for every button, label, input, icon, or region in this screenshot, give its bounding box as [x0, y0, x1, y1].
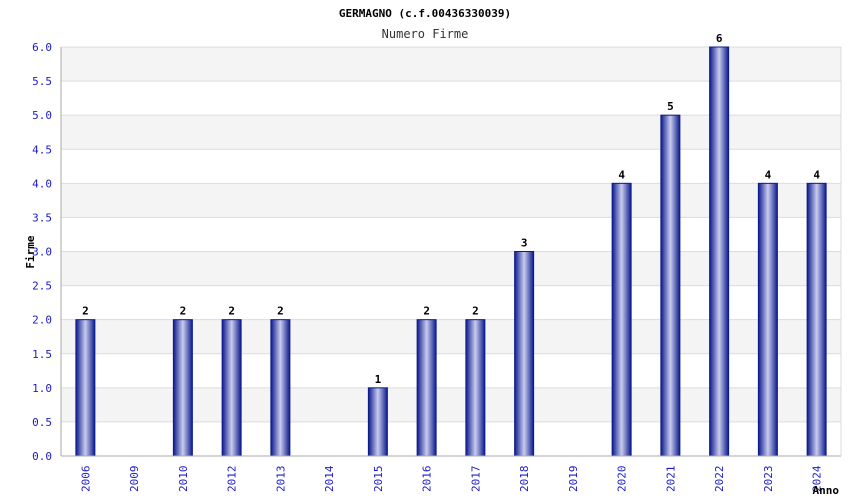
data-label: 2	[423, 305, 430, 318]
bar	[611, 182, 632, 457]
y-tick-label: 4.0	[32, 177, 52, 190]
data-label: 2	[277, 305, 284, 318]
axes	[60, 47, 842, 457]
data-label: 1	[375, 373, 382, 386]
bar	[806, 182, 827, 457]
data-labels: 2 2 2 2 1 2 2 3 4 5 6 4 4	[82, 32, 820, 386]
y-tick-label: 5.5	[32, 75, 52, 88]
y-tick-label: 0.0	[32, 450, 52, 463]
x-tick-label: 2016	[421, 466, 434, 493]
bar	[75, 319, 96, 457]
chart-title: GERMAGNO (c.f.00436330039)	[339, 7, 511, 20]
y-tick-label: 2.0	[32, 314, 52, 327]
x-tick-label: 2023	[762, 466, 775, 493]
chart-subtitle: Numero Firme	[382, 27, 469, 41]
data-label: 2	[180, 305, 187, 318]
x-tick-label: 2010	[177, 466, 190, 493]
bar	[221, 319, 242, 457]
y-tick-labels: 0.0 0.5 1.0 1.5 2.0 2.5 3.0 3.5 4.0 4.5 5.0 5.5 6.0	[32, 41, 52, 463]
y-tick-label: 3.0	[32, 246, 52, 259]
data-label: 2	[82, 305, 89, 318]
x-tick-label: 2024	[811, 465, 824, 492]
y-axis-label: Firme	[24, 235, 37, 268]
x-tick-label: 2018	[518, 466, 531, 493]
bar	[270, 319, 291, 457]
x-tick-label: 2022	[713, 466, 726, 493]
y-tick-label: 5.0	[32, 109, 52, 122]
bar	[367, 387, 388, 457]
bar	[709, 46, 730, 457]
bar	[757, 182, 778, 457]
x-tick-label: 2014	[323, 465, 336, 492]
y-tick-label: 1.5	[32, 348, 52, 361]
x-tick-label: 2020	[616, 466, 629, 493]
x-tick-label: 2015	[372, 466, 385, 493]
x-tick-label: 2012	[226, 466, 239, 493]
data-label: 2	[228, 305, 235, 318]
bar	[514, 251, 535, 457]
bar	[416, 319, 437, 457]
x-tick-label: 2017	[469, 466, 482, 493]
data-label: 4	[618, 168, 625, 181]
data-label: 4	[813, 168, 820, 181]
x-tick-label: 2009	[128, 466, 141, 493]
x-tick-label: 2013	[274, 466, 287, 493]
x-tick-label: 2021	[664, 466, 677, 493]
data-label: 4	[765, 168, 772, 181]
bars-group	[75, 46, 827, 457]
y-tick-label: 3.5	[32, 211, 52, 224]
data-label: 3	[521, 237, 528, 250]
bar	[172, 319, 193, 457]
data-label: 5	[667, 100, 674, 113]
y-tick-label: 1.0	[32, 382, 52, 395]
y-tick-label: 2.5	[32, 280, 52, 293]
y-tick-label: 0.5	[32, 416, 52, 429]
x-axis-label: Anno	[813, 484, 840, 497]
bar	[465, 319, 486, 457]
y-tick-label: 6.0	[32, 41, 52, 54]
data-label: 6	[716, 32, 723, 45]
y-tick-label: 4.5	[32, 143, 52, 156]
bar	[660, 114, 681, 457]
x-tick-label: 2019	[567, 466, 580, 493]
x-tick-labels: 2006 2009 2010 2012 2013 2014 2015 2016 2017 2018…	[79, 465, 823, 492]
x-tick-label: 2006	[79, 466, 92, 493]
data-label: 2	[472, 305, 479, 318]
